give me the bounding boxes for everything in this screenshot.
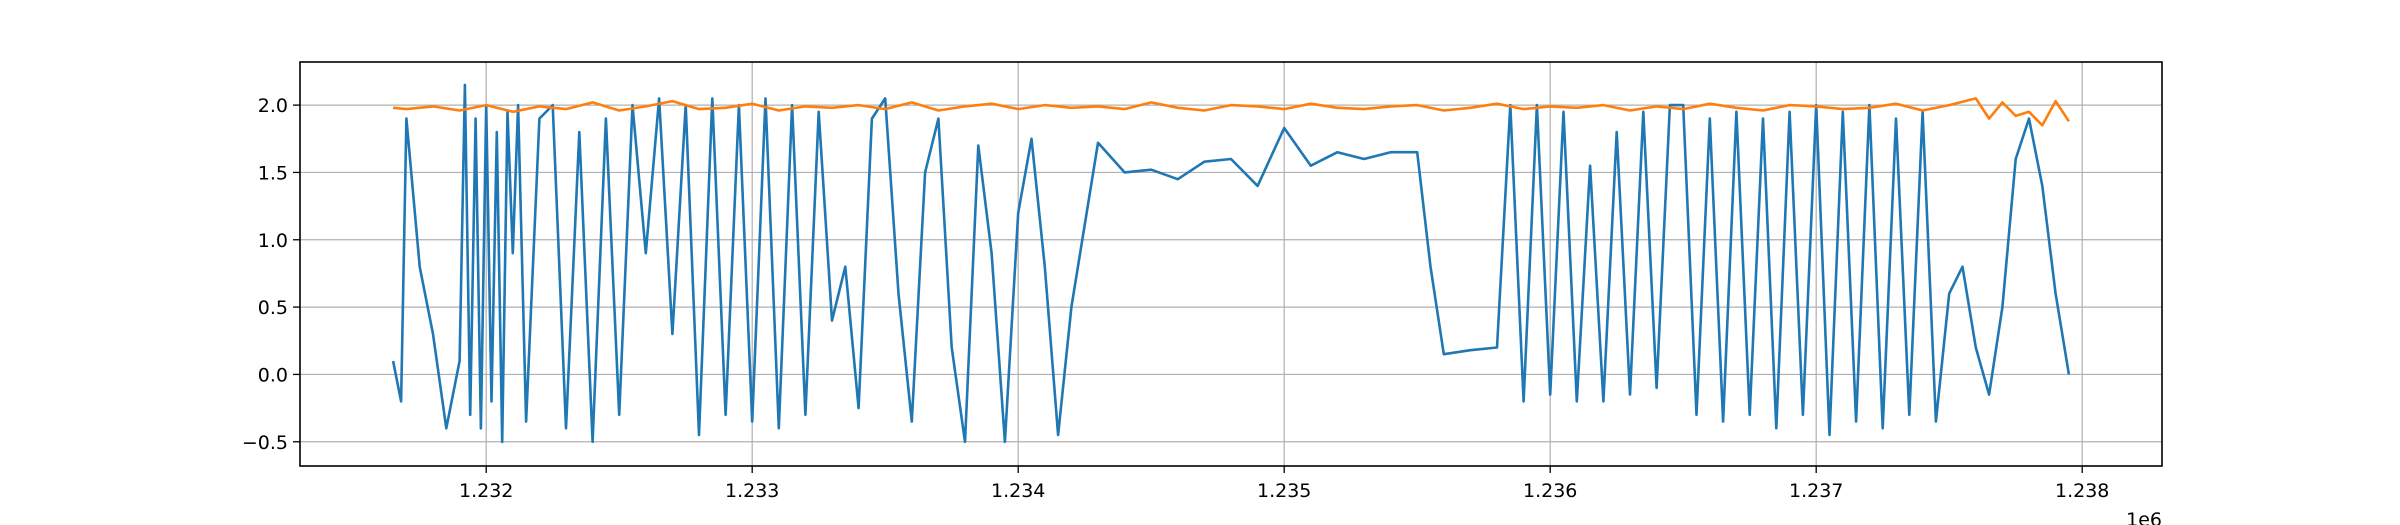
x-tick-label: 1.232 <box>459 480 513 502</box>
x-tick-label: 1.237 <box>1789 480 1843 502</box>
series-line-2 <box>392 97 2070 127</box>
y-tick-label: 1.5 <box>258 162 288 184</box>
x-tick-label: 1.235 <box>1257 480 1311 502</box>
y-tick-label: 2.0 <box>258 95 288 117</box>
x-tick-label: 1.234 <box>991 480 1045 502</box>
series-layer <box>391 83 2071 444</box>
x-tick-label: 1.233 <box>725 480 779 502</box>
x-tick-label: 1.236 <box>1523 480 1577 502</box>
y-tick-label: 0.0 <box>258 364 288 386</box>
y-tick-label: −0.5 <box>242 432 288 454</box>
plot-frame <box>299 61 2163 467</box>
x-tick-label: 1.238 <box>2055 480 2109 502</box>
axis-ticks: 1.232 1.233 1.234 1.235 1.236 1.237 1.238 −0.5 0… <box>242 95 2110 502</box>
y-tick-label: 0.5 <box>258 297 288 319</box>
series-line-1 <box>391 83 2071 444</box>
x-offset-label: 1e6 <box>2126 509 2162 525</box>
y-tick-label: 1.0 <box>258 230 288 252</box>
